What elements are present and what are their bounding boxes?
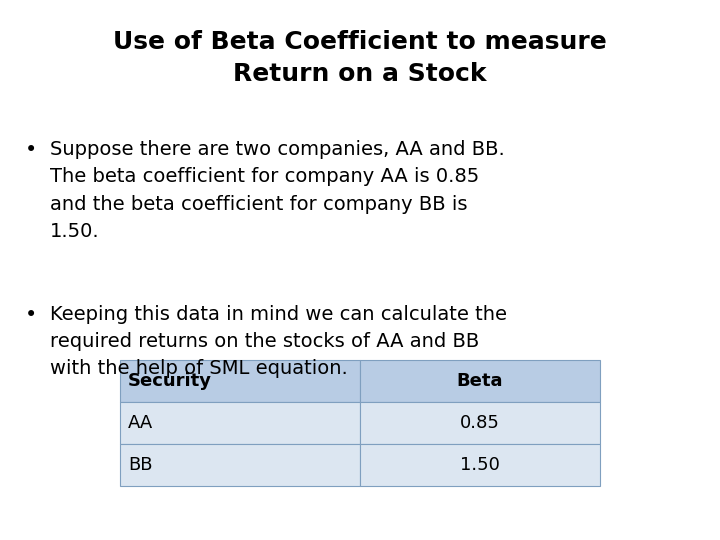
FancyBboxPatch shape (120, 444, 360, 486)
FancyBboxPatch shape (120, 360, 360, 402)
Text: AA: AA (128, 414, 153, 432)
Text: Keeping this data in mind we can calculate the
required returns on the stocks of: Keeping this data in mind we can calcula… (50, 305, 507, 379)
FancyBboxPatch shape (360, 402, 600, 444)
Text: Use of Beta Coefficient to measure
Return on a Stock: Use of Beta Coefficient to measure Retur… (113, 30, 607, 86)
FancyBboxPatch shape (120, 402, 360, 444)
Text: 1.50: 1.50 (460, 456, 500, 474)
Text: Beta: Beta (456, 372, 503, 390)
Text: BB: BB (128, 456, 153, 474)
Text: •: • (25, 140, 37, 160)
Text: 0.85: 0.85 (460, 414, 500, 432)
FancyBboxPatch shape (360, 360, 600, 402)
Text: •: • (25, 305, 37, 325)
Text: Suppose there are two companies, AA and BB.
The beta coefficient for company AA : Suppose there are two companies, AA and … (50, 140, 505, 241)
FancyBboxPatch shape (360, 444, 600, 486)
Text: Security: Security (128, 372, 212, 390)
